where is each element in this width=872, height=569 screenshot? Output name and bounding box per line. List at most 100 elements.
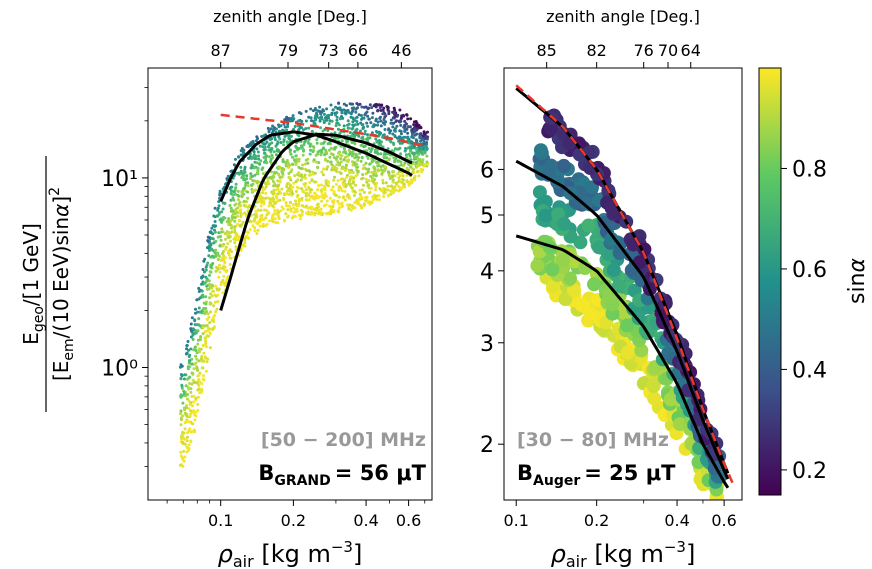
scatter-point [304, 188, 308, 192]
scatter-point [275, 194, 278, 198]
scatter-point [418, 132, 422, 136]
scatter-point [219, 238, 223, 242]
scatter-point [386, 188, 390, 192]
scatter-point [406, 117, 410, 121]
scatter-point [319, 112, 323, 116]
scatter-point [392, 121, 396, 125]
scatter-point [191, 327, 195, 331]
scatter-point [360, 156, 364, 160]
scatter-point [214, 254, 218, 258]
scatter-point [401, 113, 405, 117]
scatter-point [329, 146, 333, 150]
scatter-point [334, 105, 338, 109]
scatter-point [373, 195, 377, 198]
scatter-point [398, 141, 402, 145]
scatter-point [361, 167, 365, 170]
left-x-axis-title: ρair [kg m−3] [218, 538, 363, 569]
scatter-point [380, 140, 383, 144]
scatter-point [256, 167, 260, 170]
scatter-point [346, 119, 350, 123]
scatter-point [201, 293, 205, 297]
scatter-point [302, 128, 305, 132]
scatter-point [287, 135, 291, 139]
scatter-point [293, 125, 297, 128]
scatter-point [315, 141, 319, 145]
scatter-point [386, 105, 389, 109]
scatter-point [357, 197, 361, 201]
scatter-point [237, 172, 241, 176]
scatter-point [233, 225, 237, 229]
scatter-point [181, 401, 185, 405]
scatter-point [215, 307, 219, 311]
scatter-point [201, 374, 205, 378]
scatter-point [367, 117, 371, 121]
scatter-point [230, 216, 234, 220]
scatter-point [324, 116, 327, 120]
scatter-point [210, 226, 214, 230]
scatter-point [284, 212, 288, 216]
scatter-point [374, 174, 378, 178]
scatter-point [393, 129, 397, 133]
scatter-point [347, 148, 351, 152]
scatter-point [306, 198, 309, 202]
scatter-point [250, 140, 253, 144]
scatter-point [179, 463, 183, 467]
scatter-point [189, 387, 193, 391]
scatter-point [421, 134, 425, 138]
scatter-point [363, 144, 367, 148]
scatter-point [307, 173, 311, 177]
scatter-point [350, 106, 354, 110]
scatter-point [318, 119, 322, 123]
scatter-point [320, 150, 324, 154]
scatter-point [393, 127, 397, 131]
scatter-point [320, 170, 324, 174]
scatter-point [301, 163, 305, 167]
scatter-point [306, 157, 310, 161]
scatter-point [339, 117, 342, 120]
scatter-point [384, 120, 388, 124]
scatter-point [375, 140, 379, 144]
scatter-point [214, 239, 218, 243]
scatter-point [424, 136, 427, 140]
scatter-point [572, 136, 586, 151]
scatter-point [376, 103, 380, 107]
scatter-point [409, 149, 412, 153]
scatter-point [287, 172, 291, 175]
scatter-point [314, 114, 317, 118]
scatter-point [316, 166, 320, 170]
scatter-point [343, 198, 347, 202]
scatter-point [188, 403, 192, 407]
scatter-point [366, 200, 370, 204]
scatter-point [421, 158, 425, 162]
scatter-point [255, 135, 259, 139]
left-frame [147, 67, 433, 501]
scatter-point [323, 158, 327, 162]
scatter-point [183, 455, 187, 459]
scatter-point [264, 191, 268, 195]
scatter-point [417, 152, 421, 156]
scatter-point [196, 338, 200, 342]
scatter-point [183, 427, 187, 431]
scatter-point [330, 119, 334, 123]
colorbar-tick-label: 0.4 [792, 358, 827, 383]
scatter-point [197, 317, 201, 321]
scatter-point [179, 450, 183, 454]
scatter-point [411, 151, 415, 155]
scatter-point [220, 219, 224, 222]
scatter-point [192, 400, 196, 404]
scatter-point [313, 171, 317, 175]
scatter-point [342, 124, 346, 128]
scatter-point [221, 256, 225, 260]
scatter-point [323, 186, 327, 190]
scatter-point [317, 184, 321, 187]
scatter-point [181, 440, 185, 444]
scatter-point [352, 180, 356, 184]
scatter-point [197, 350, 201, 354]
scatter-point [294, 163, 298, 167]
scatter-point [371, 195, 374, 199]
scatter-point [395, 147, 399, 151]
scatter-point [330, 163, 334, 167]
scatter-point [355, 199, 359, 203]
scatter-point [409, 158, 413, 162]
scatter-point [226, 233, 230, 237]
